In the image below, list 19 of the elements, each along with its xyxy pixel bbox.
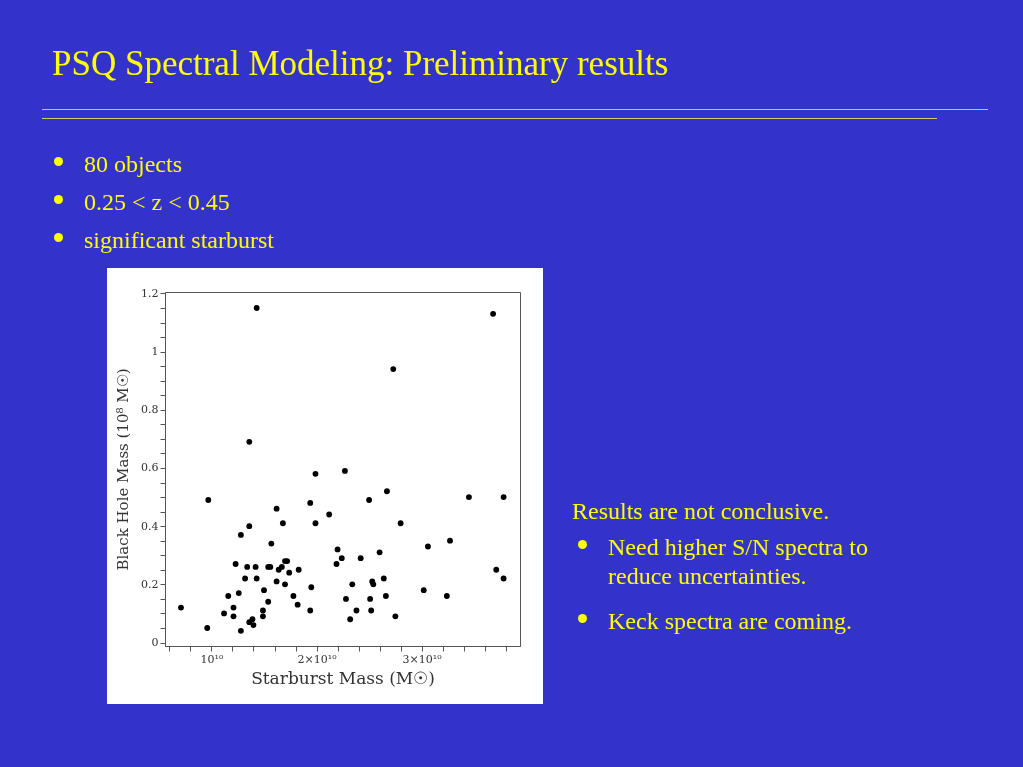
y-tick-label: 0.2 [141, 577, 159, 591]
text: Need higher S/N spectra to reduce uncertainties. [608, 534, 868, 589]
y-tick-label: 1.2 [141, 286, 159, 300]
x-tick-label: 2×10¹⁰ [297, 652, 338, 666]
x-axis-title: Starburst Mass (M☉) [251, 667, 435, 688]
y-tick-label: 0.4 [141, 519, 159, 533]
text: 80 objects [84, 151, 182, 177]
y-tick-label: 0 [151, 636, 159, 650]
text: 0.25 < z < 0.45 [84, 189, 230, 215]
text: Keck spectra are coming. [608, 608, 852, 634]
y-tick-label: 0.8 [141, 403, 159, 417]
x-tick-label: 10¹⁰ [200, 652, 224, 666]
y-tick-label: 1 [151, 345, 159, 359]
chart-title: PSQ Spectral Modeling: Preliminary results [52, 44, 669, 84]
text: Results are not conclusive. [572, 498, 830, 524]
x-tick-label: 3×10¹⁰ [402, 652, 443, 666]
y-axis-title: Black Hole Mass (10⁸ M☉) [114, 368, 133, 571]
y-tick-label: 0.6 [141, 461, 159, 475]
text: significant starburst [84, 227, 274, 253]
